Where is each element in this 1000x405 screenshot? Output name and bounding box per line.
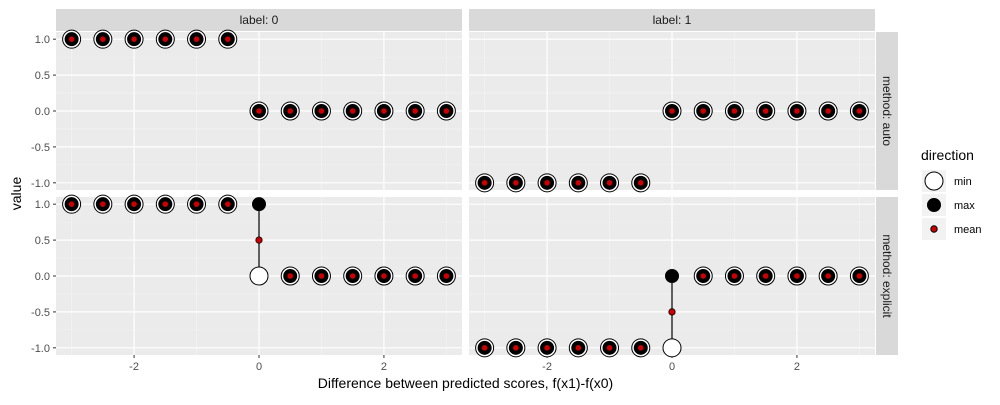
col-strip-label: label: 1 [653,13,692,27]
mean-point [793,107,801,115]
mean-point [317,107,326,115]
x-tick-label: 0 [256,361,262,373]
min-point [662,338,682,358]
mean-point [68,35,76,43]
mean-point [543,179,551,187]
y-axis-title: value [8,177,24,211]
legend-key-min [924,171,944,191]
x-tick-label: 2 [381,361,387,373]
legend-title: direction [921,147,974,163]
mean-point [699,272,707,280]
mean-point [286,107,294,115]
mean-point [668,107,676,115]
x-tick-label: 0 [669,361,675,373]
mean-point [130,35,138,43]
mean-point [730,272,739,280]
mean-point [481,179,489,187]
mean-point [793,272,801,280]
mean-point [224,35,232,43]
min-point [249,266,269,286]
x-axis-title: Difference between predicted scores, f(x… [318,375,613,391]
y-tick-label: 0.5 [35,70,50,82]
mean-point [824,107,832,115]
mean-point [855,272,863,280]
col-strip [56,9,462,31]
max-point [252,197,266,212]
mean-point [411,107,419,115]
mean-point [574,344,582,352]
mean-point [192,35,201,43]
mean-point [730,107,739,115]
mean-point [637,344,645,352]
mean-point [512,179,520,187]
mean-point [68,200,76,208]
mean-point [161,200,169,208]
mean-point [442,272,450,280]
legend-key-max [927,198,941,212]
x-tick-label: -2 [129,361,139,373]
y-tick-label: -0.5 [31,307,50,319]
mean-point [380,107,388,115]
row-strip [876,197,898,355]
col-strip [469,9,875,31]
row-strip-label: method: explicit [880,234,894,318]
y-tick-label: -0.5 [31,142,50,154]
mean-point [442,107,450,115]
mean-point [99,200,107,208]
mean-point [380,272,388,280]
mean-point [762,107,770,115]
x-tick-label: -2 [542,361,552,373]
mean-point [224,200,232,208]
mean-point [255,236,263,244]
y-tick-label: 0.0 [35,271,50,283]
mean-point [512,344,520,352]
mean-point [411,272,419,280]
x-tick-label: 2 [794,361,800,373]
mean-point [637,179,645,187]
col-strip-label: label: 0 [240,13,279,27]
y-tick-label: 1.0 [35,34,50,46]
y-tick-label: 0.5 [35,235,50,247]
mean-point [349,272,357,280]
mean-point [99,35,107,43]
mean-point [130,200,138,208]
mean-point [762,272,770,280]
legend-key-mean [930,225,938,233]
mean-point [317,272,326,280]
y-tick-label: -1.0 [31,178,50,190]
max-point [665,269,679,283]
mean-point [605,179,614,187]
mean-point [349,107,357,115]
mean-point [605,344,614,352]
legend-label: mean [954,224,982,236]
mean-point [481,344,489,352]
row-strip [876,32,898,190]
mean-point [161,35,169,43]
mean-point [699,107,707,115]
mean-point [668,308,676,316]
mean-point [286,272,294,280]
y-tick-label: -1.0 [31,343,50,355]
mean-point [574,179,582,187]
y-tick-label: 0.0 [35,106,50,118]
mean-point [192,200,201,208]
mean-point [824,272,832,280]
mean-point [855,107,863,115]
y-tick-label: 1.0 [35,199,50,211]
legend-label: max [954,200,975,212]
row-strip-label: method: auto [880,76,894,146]
legend-label: min [954,176,972,188]
mean-point [543,344,551,352]
mean-point [255,107,263,115]
